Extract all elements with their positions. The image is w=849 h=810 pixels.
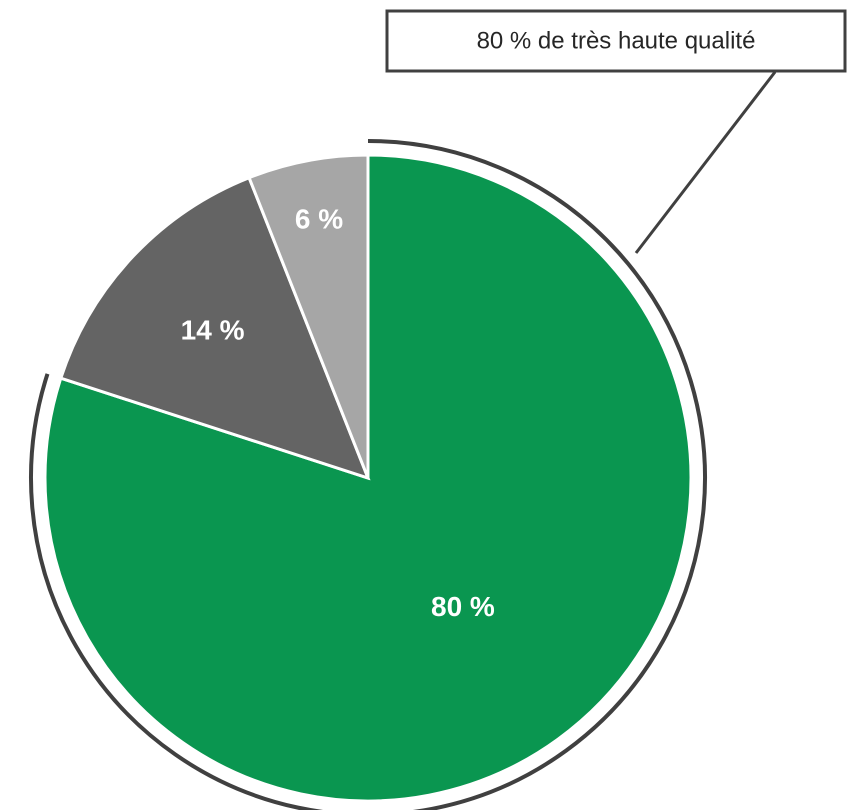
callout-text: 80 % de très haute qualité [477,27,756,54]
slice-label: 6 % [295,203,343,234]
slice-label: 14 % [181,314,245,345]
pie-slice [247,153,370,479]
callout-line [634,71,777,254]
callout-box [385,9,847,73]
slice-label: 80 % [431,591,495,622]
pie-slice [58,175,371,481]
highlight-ring [29,139,707,810]
